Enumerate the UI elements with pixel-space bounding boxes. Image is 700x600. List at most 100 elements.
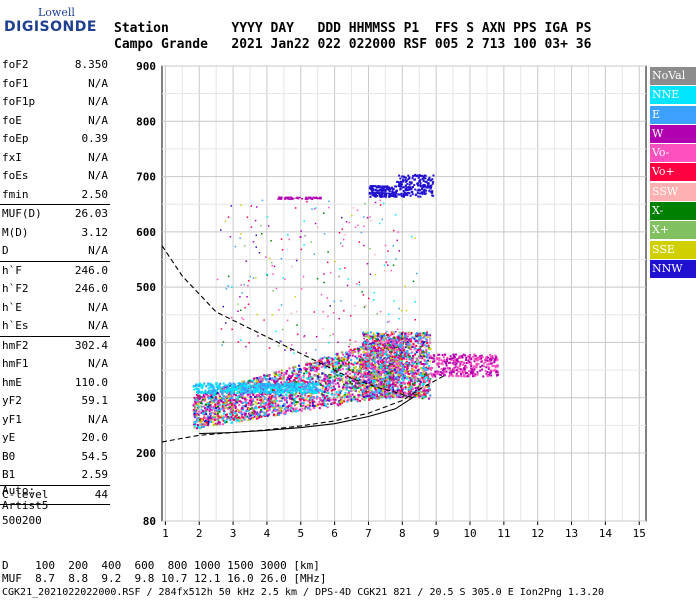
echo-point — [371, 381, 374, 384]
echo-point — [377, 377, 380, 380]
echo-point — [210, 417, 213, 420]
echo-point — [290, 400, 293, 403]
echo-point — [339, 366, 342, 369]
echo-point — [438, 359, 441, 362]
echo-point — [264, 415, 267, 418]
echo-point — [433, 372, 436, 375]
echo-point — [229, 410, 232, 413]
echo-point — [325, 357, 328, 360]
echo-point — [225, 403, 228, 406]
echo-point — [335, 373, 338, 376]
echo-point — [399, 353, 402, 356]
echo-point — [351, 354, 354, 357]
echo-point — [419, 338, 422, 341]
echo-point — [428, 380, 431, 383]
echo-point — [407, 373, 410, 376]
echo-point — [291, 374, 294, 377]
echo-point — [351, 393, 354, 396]
echo-point — [345, 372, 348, 375]
echo-point — [384, 357, 387, 360]
echo-point — [311, 378, 314, 381]
echo-point — [448, 367, 451, 370]
param-row: fmin 2.50 — [0, 186, 110, 205]
echo-point — [332, 379, 335, 382]
echo-point — [339, 368, 342, 371]
echo-point — [329, 381, 332, 384]
echo-point — [315, 382, 318, 385]
echo-point — [274, 380, 277, 383]
echo-point — [345, 358, 348, 361]
echo-point — [340, 359, 343, 362]
echo-point — [327, 381, 330, 384]
echo-point — [348, 354, 351, 357]
echo-point — [312, 391, 315, 394]
echo-point — [359, 361, 362, 364]
echo-point — [267, 378, 270, 381]
echo-point — [347, 380, 350, 383]
param-label: MUF(D) — [2, 207, 42, 220]
echo-point — [213, 419, 216, 422]
echo-point — [389, 373, 392, 376]
echo-point — [409, 387, 412, 390]
echo-point — [380, 343, 383, 346]
echo-point — [377, 367, 380, 370]
echo-point — [423, 355, 426, 358]
echo-point — [399, 346, 402, 349]
x-tick-label: 8 — [399, 527, 406, 540]
echo-point — [249, 407, 252, 410]
echo-point — [383, 380, 386, 383]
echo-point — [306, 368, 309, 371]
echo-point — [405, 345, 408, 348]
echo-point — [344, 379, 347, 382]
param-label: fmin — [2, 187, 29, 201]
echo-point — [303, 390, 306, 393]
echo-point — [308, 399, 311, 402]
echo-point — [266, 406, 269, 409]
echo-point — [237, 419, 240, 422]
echo-point — [379, 369, 382, 372]
echo-point — [329, 380, 332, 383]
echo-point — [340, 396, 343, 399]
echo-point — [345, 368, 348, 371]
echo-point — [212, 417, 215, 420]
echo-point — [325, 378, 328, 381]
echo-point — [411, 377, 414, 380]
echo-point — [257, 394, 260, 397]
echo-point — [356, 348, 359, 351]
echo-point — [258, 377, 261, 380]
echo-point — [375, 380, 378, 383]
echo-point — [363, 387, 366, 390]
echo-point — [334, 356, 337, 359]
echo-point — [302, 376, 305, 379]
echo-point — [369, 331, 372, 334]
echo-point — [227, 392, 230, 395]
echo-point — [367, 392, 370, 395]
echo-point — [285, 399, 288, 402]
echo-point — [280, 393, 283, 396]
echo-point — [229, 399, 232, 402]
echo-point — [354, 355, 357, 358]
echo-point — [325, 387, 328, 390]
echo-point — [260, 400, 263, 403]
echo-point — [423, 377, 426, 380]
echo-point — [413, 381, 416, 384]
echo-point — [227, 393, 230, 396]
echo-point — [282, 377, 285, 380]
echo-point — [212, 415, 215, 418]
echo-point — [376, 372, 379, 375]
echo-point — [274, 402, 277, 405]
echo-point — [381, 354, 384, 357]
echo-point — [428, 389, 431, 392]
echo-point — [237, 385, 240, 388]
echo-point — [210, 386, 213, 389]
echo-point — [236, 392, 239, 395]
echo-point — [301, 380, 304, 383]
echo-point — [301, 397, 304, 400]
echo-point — [363, 391, 366, 394]
echo-point — [241, 380, 244, 383]
echo-point — [382, 383, 385, 386]
echo-point — [390, 349, 393, 352]
echo-point — [376, 395, 379, 398]
echo-point — [308, 390, 311, 393]
echo-point — [351, 385, 354, 388]
